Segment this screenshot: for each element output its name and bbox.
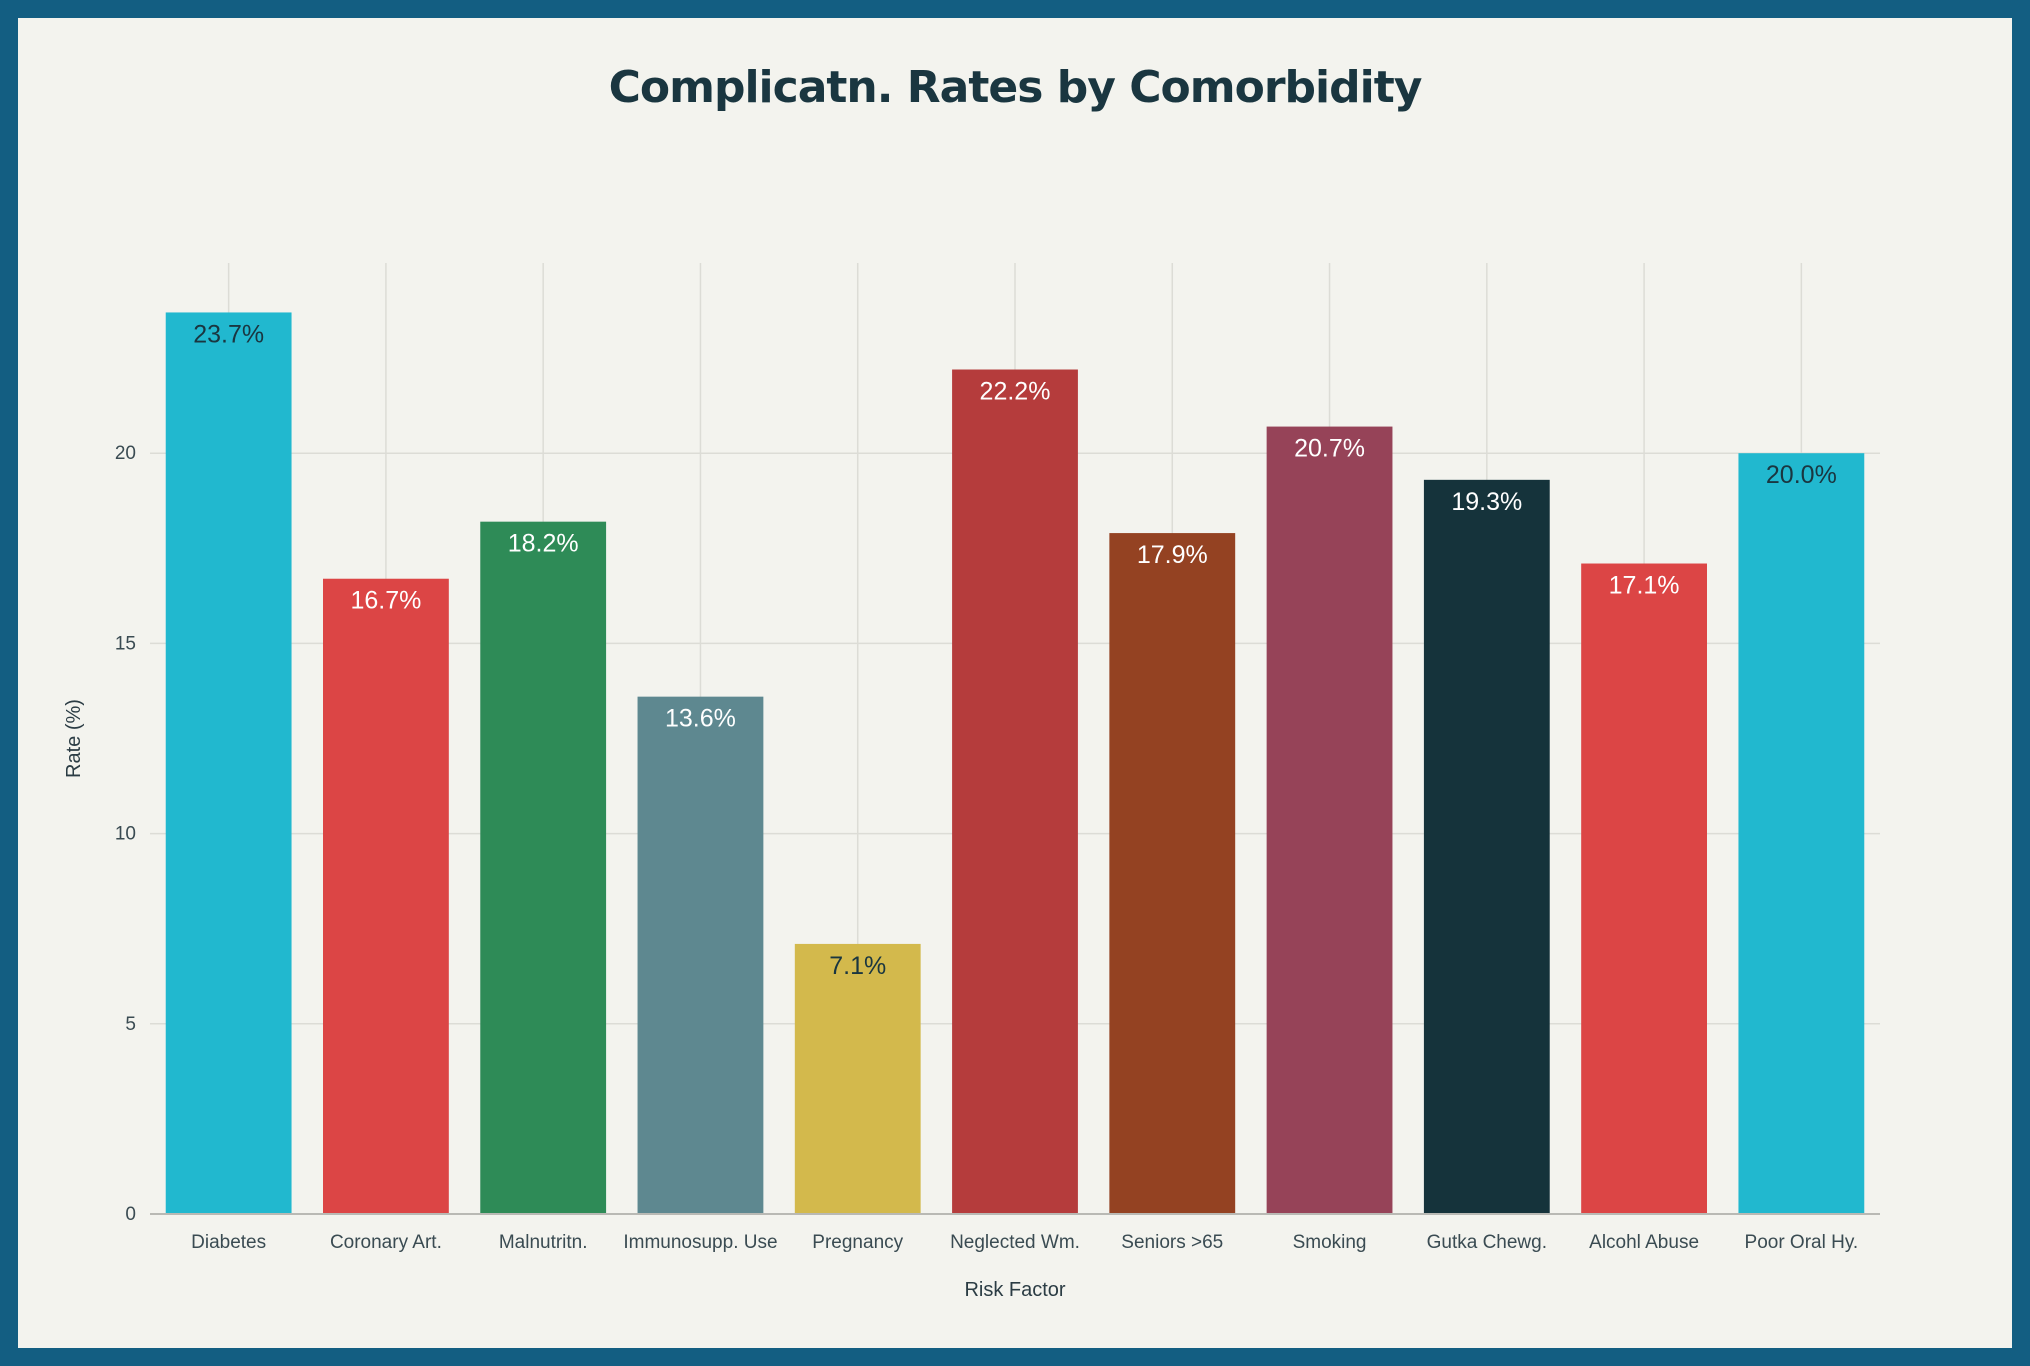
bar	[480, 521, 607, 1214]
x-tick-label: Alcohl Abuse	[1589, 1232, 1699, 1253]
bar-value-label: 19.3%	[1451, 488, 1522, 516]
y-tick-label: 10	[115, 824, 136, 845]
bar	[165, 312, 292, 1214]
x-tick-label: Seniors >65	[1121, 1232, 1223, 1253]
bar-value-label: 7.1%	[829, 952, 886, 980]
y-tick-label: 15	[115, 633, 136, 654]
x-tick-label: Diabetes	[191, 1232, 266, 1253]
bar-value-label: 17.1%	[1609, 572, 1680, 600]
x-tick-label: Malnutritn.	[499, 1232, 588, 1253]
bar-value-label: 20.0%	[1766, 461, 1837, 489]
x-tick-label: Immunosupp. Use	[623, 1232, 777, 1253]
bar-value-label: 17.9%	[1137, 541, 1208, 569]
bar	[1581, 563, 1707, 1214]
bar	[1738, 453, 1865, 1214]
y-tick-label: 5	[125, 1014, 136, 1035]
bar	[637, 696, 764, 1214]
x-axis-title: Risk Factor	[964, 1279, 1065, 1301]
x-tick-labels: Diabetes Coronary Art. Malnutritn. Immunosu…	[191, 1232, 1858, 1253]
x-tick-label: Pregnancy	[812, 1232, 903, 1253]
bar	[1109, 533, 1236, 1214]
x-tick-label: Smoking	[1293, 1232, 1367, 1253]
bar-value-label: 13.6%	[665, 705, 736, 733]
bar-labels-group: 23.7% 16.7% 18.2% 13.6% 7.1% 22.2% 17.9% 20.7% 1…	[193, 320, 1837, 979]
y-tick-label: 0	[125, 1204, 136, 1225]
x-tick-label: Neglected Wm.	[950, 1232, 1080, 1253]
bar	[1266, 426, 1393, 1214]
x-tick-label: Coronary Art.	[330, 1232, 442, 1253]
x-tick-label: Gutka Chewg.	[1427, 1232, 1547, 1253]
bar-value-label: 22.2%	[980, 378, 1051, 406]
bar	[794, 943, 921, 1214]
bar-value-label: 18.2%	[508, 530, 579, 558]
bar	[952, 369, 1078, 1215]
chart-title: Complicatn. Rates by Comorbidity	[608, 62, 1423, 113]
bar	[323, 578, 449, 1214]
bars-group	[165, 312, 1865, 1215]
y-tick-label: 20	[115, 443, 136, 464]
bar	[1423, 479, 1550, 1214]
y-axis-title: Rate (%)	[63, 699, 85, 778]
x-tick-label: Poor Oral Hy.	[1745, 1232, 1859, 1253]
y-tick-labels: 0 5 10 15 20	[115, 443, 136, 1225]
bar-value-label: 20.7%	[1294, 435, 1365, 463]
bar-value-label: 16.7%	[350, 587, 421, 615]
bar-value-label: 23.7%	[193, 320, 264, 348]
